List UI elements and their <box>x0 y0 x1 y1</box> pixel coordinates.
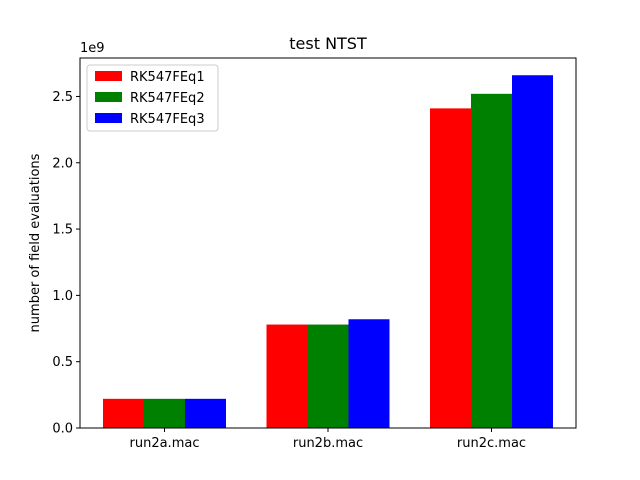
plot-frame <box>79 57 577 429</box>
y-axis-label: number of field evaluations <box>28 153 43 332</box>
y-tick-label: 2.0 <box>52 156 73 171</box>
y-ticks: 0.0 0.5 1.0 1.5 2.0 2.5 <box>52 90 80 437</box>
x-ticks: run2a.mac run2b.mac run2c.mac <box>130 428 526 451</box>
bar-rk547feq1-run2a-mac <box>103 398 144 428</box>
bar-rk547feq3-run2b-mac <box>348 319 390 428</box>
legend-label-rk547feq3: RK547FEq3 <box>130 112 205 127</box>
y-tick-label: 1.5 <box>52 223 73 238</box>
bar-rk547feq3-run2a-mac <box>185 398 226 428</box>
bars-group <box>103 75 553 429</box>
y-tick-label: 0.0 <box>52 422 73 437</box>
x-tick-label: run2b.mac <box>293 436 363 451</box>
y-tick-label: 1.0 <box>52 289 73 304</box>
bar-rk547feq1-run2b-mac <box>266 324 308 428</box>
bar-rk547feq2-run2c-mac <box>471 93 512 428</box>
bar-rk547feq2-run2b-mac <box>307 324 349 428</box>
legend: RK547FEq1 RK547FEq2 RK547FEq3 <box>86 64 219 132</box>
legend-swatch-rk547feq2 <box>95 92 122 102</box>
bar-rk547feq2-run2a-mac <box>144 398 185 428</box>
legend-label-rk547feq1: RK547FEq1 <box>130 70 205 85</box>
y-tick-label: 0.5 <box>52 355 73 370</box>
bar-rk547feq3-run2c-mac <box>512 75 553 428</box>
legend-label-rk547feq2: RK547FEq2 <box>130 91 205 106</box>
chart-title: test NTST <box>289 34 367 53</box>
bar-rk547feq1-run2c-mac <box>430 108 471 429</box>
y-tick-label: 2.5 <box>52 90 73 105</box>
legend-swatch-rk547feq3 <box>95 113 122 123</box>
x-tick-label: run2a.mac <box>130 436 200 451</box>
x-tick-label: run2c.mac <box>457 436 526 451</box>
legend-swatch-rk547feq1 <box>95 71 122 81</box>
y-offset-label: 1e9 <box>80 41 105 56</box>
